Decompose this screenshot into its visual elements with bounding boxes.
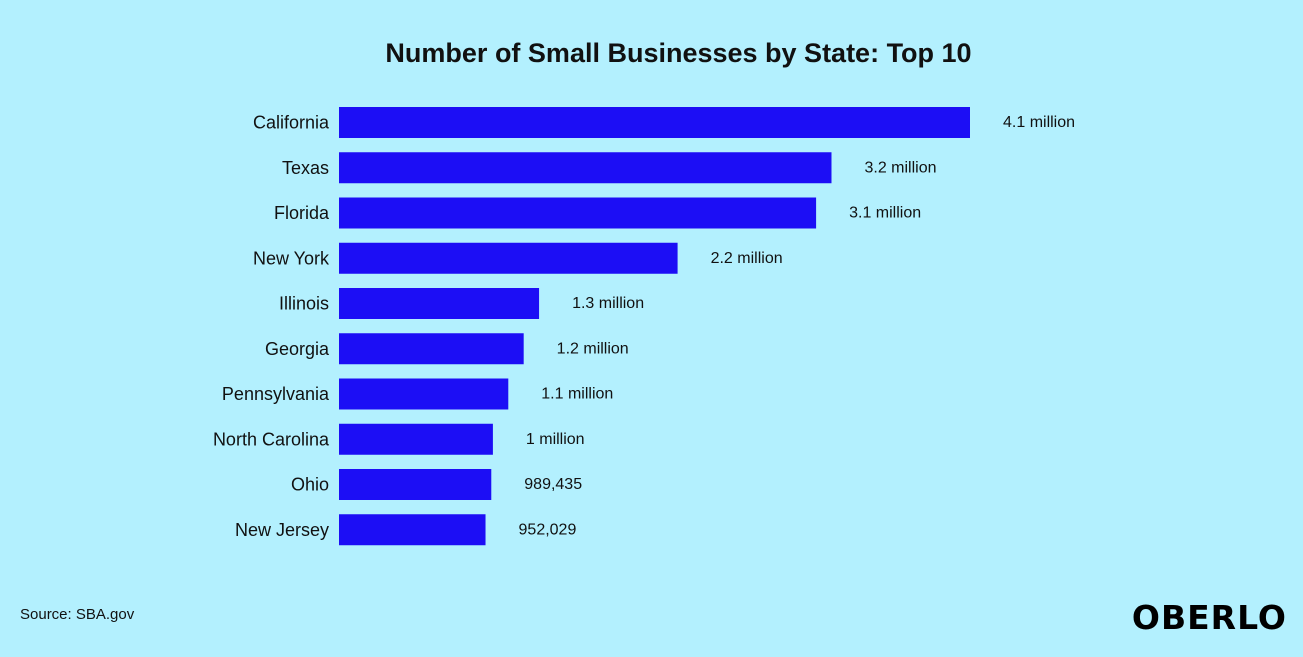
value-label-pennsylvania: 1.1 million <box>541 386 613 403</box>
bar-illinois <box>339 288 540 319</box>
bar-florida <box>339 197 817 229</box>
bar-california <box>339 107 970 138</box>
value-label-north-carolina: 1 million <box>526 431 585 448</box>
category-label-florida: Florida <box>274 203 330 223</box>
bar-ohio <box>339 469 492 500</box>
value-label-florida: 3.1 million <box>849 205 921 222</box>
category-label-new-york: New York <box>253 248 330 268</box>
bar-new-jersey <box>339 514 486 546</box>
category-label-texas: Texas <box>282 158 329 178</box>
value-label-georgia: 1.2 million <box>557 340 629 357</box>
bar-new-york <box>339 242 678 274</box>
value-label-texas: 3.2 million <box>864 159 936 176</box>
oberlo-logo: OBERLO <box>1131 598 1287 637</box>
value-label-illinois: 1.3 million <box>572 295 644 312</box>
category-label-california: California <box>253 113 330 133</box>
value-label-new-jersey: 952,029 <box>519 521 577 538</box>
category-label-north-carolina: North Carolina <box>213 429 330 449</box>
bar-georgia <box>339 333 524 365</box>
value-label-ohio: 989,435 <box>524 476 582 493</box>
bar-north-carolina <box>339 423 493 455</box>
bar-pennsylvania <box>339 378 509 410</box>
value-label-california: 4.1 million <box>1003 114 1075 131</box>
source-note: Source: SBA.gov <box>20 606 135 623</box>
category-label-pennsylvania: Pennsylvania <box>222 384 330 404</box>
chart-title: Number of Small Businesses by State: Top… <box>385 38 972 68</box>
category-label-ohio: Ohio <box>291 475 329 495</box>
bar-texas <box>339 152 832 184</box>
value-label-new-york: 2.2 million <box>711 250 783 267</box>
category-label-new-jersey: New Jersey <box>235 520 329 540</box>
category-label-georgia: Georgia <box>265 339 330 359</box>
category-label-illinois: Illinois <box>279 294 329 314</box>
